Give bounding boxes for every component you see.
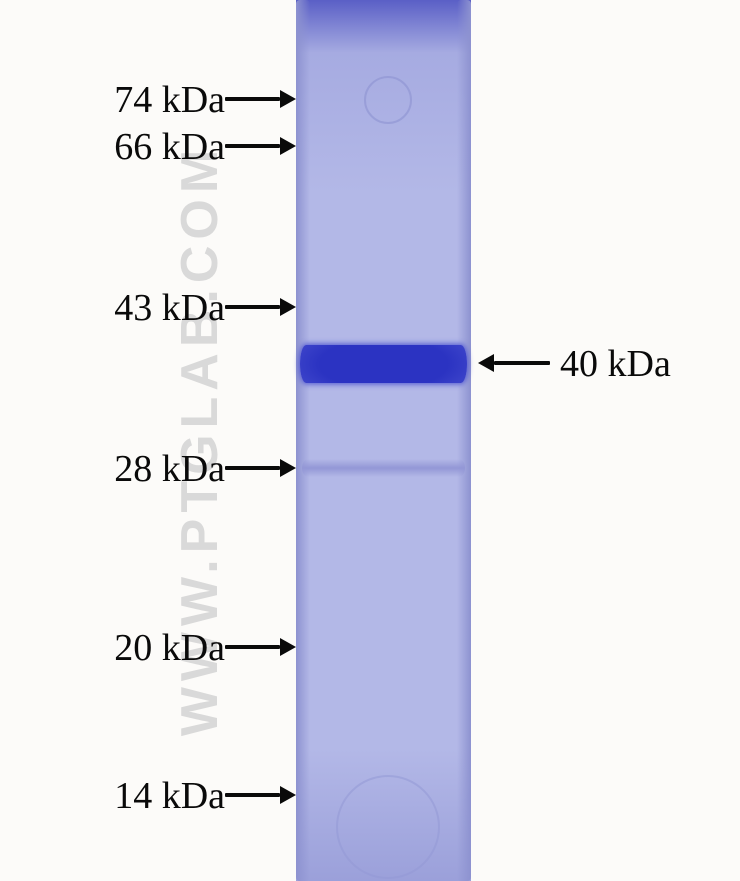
ladder-arrow-shaft xyxy=(225,97,280,101)
ladder-arrow-shaft xyxy=(225,793,280,797)
ladder-label: 28 kDa xyxy=(114,447,225,491)
gel-lane-edge xyxy=(296,0,310,881)
gel-artifact-top xyxy=(364,76,412,124)
ladder-label: 14 kDa xyxy=(114,774,225,818)
ladder-label: 74 kDa xyxy=(114,78,225,122)
sample-label: 40 kDa xyxy=(560,342,671,386)
ladder-arrow-shaft xyxy=(225,305,280,309)
gel-band-main xyxy=(300,345,467,383)
sample-arrow-shaft xyxy=(494,361,550,365)
ladder-arrow-shaft xyxy=(225,466,280,470)
ladder-arrow-head xyxy=(280,137,296,155)
ladder-arrow-head xyxy=(280,786,296,804)
ladder-label: 43 kDa xyxy=(114,286,225,330)
gel-band-faint xyxy=(302,459,465,477)
ladder-label: 66 kDa xyxy=(114,125,225,169)
ladder-arrow-shaft xyxy=(225,645,280,649)
gel-lane xyxy=(296,0,471,881)
ladder-arrow-head xyxy=(280,298,296,316)
sample-arrow-head xyxy=(478,354,494,372)
gel-lane-edge xyxy=(457,0,471,881)
ladder-arrow-head xyxy=(280,638,296,656)
ladder-label: 20 kDa xyxy=(114,626,225,670)
gel-figure: WWW.PTGLAB.COM74 kDa66 kDa43 kDa28 kDa20… xyxy=(0,0,740,881)
gel-artifact-bottom xyxy=(336,775,440,879)
ladder-arrow-head xyxy=(280,459,296,477)
ladder-arrow-head xyxy=(280,90,296,108)
ladder-arrow-shaft xyxy=(225,144,280,148)
